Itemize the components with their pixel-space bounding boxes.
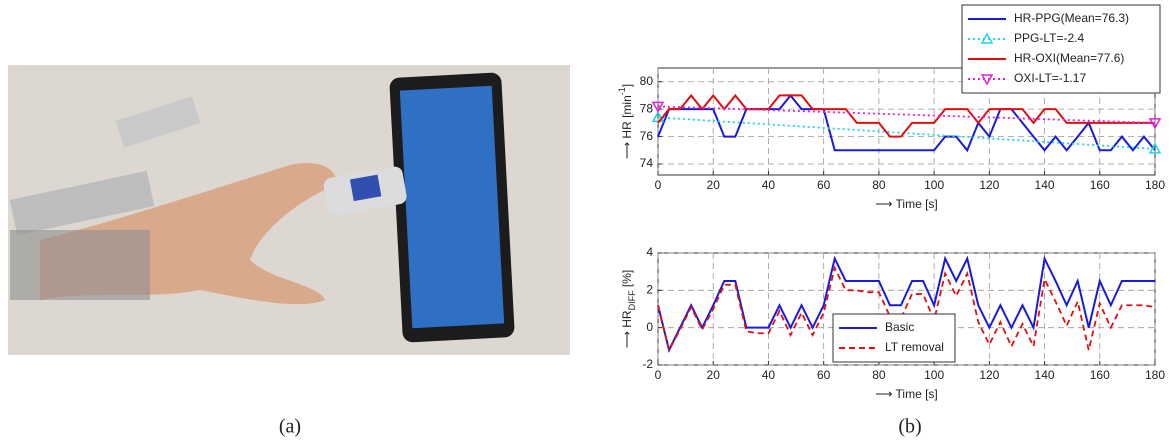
x-tick-label: 20 [707,368,721,382]
x-tick-label: 60 [817,178,831,192]
x-tick-label: 140 [1035,178,1055,192]
y-axis-label-part: ] [620,84,634,87]
y-tick-label: 2 [646,283,653,297]
x-tick-label: 80 [872,178,886,192]
x-tick-label: 160 [1090,368,1110,382]
x-tick-label: 180 [1145,178,1165,192]
legend-label: HR-PPG(Mean=76.3) [1014,11,1129,25]
x-tick-label: 160 [1090,178,1110,192]
y-axis-label: ⟶ HRDIFF [%] [620,270,637,349]
x-tick-label: 120 [979,178,999,192]
y-axis-label-part: DIFF [627,290,637,310]
figure: (a) (b) 02040608010012014016018074767880… [0,0,1169,441]
y-axis-label: ⟶ HR [min-1] [617,84,634,159]
cable [10,230,150,300]
x-tick-label: 100 [924,178,944,192]
caption: (a) [279,416,301,438]
legend-label: PPG-LT=-2.4 [1014,31,1084,45]
x-tick-label: 0 [655,368,662,382]
x-tick-label: 180 [1145,368,1165,382]
x-tick-label: 20 [707,178,721,192]
x-tick-label: 40 [762,368,776,382]
y-tick-label: 78 [640,101,654,115]
photo [8,65,570,355]
y-axis-label-part: [%] [620,270,634,291]
y-tick-label: 4 [646,245,653,259]
legend-label: HR-OXI(Mean=77.6) [1014,51,1124,65]
legend-label: Basic [885,320,914,334]
y-axis-label-part: ⟶ HR [min [620,95,634,159]
x-tick-label: 140 [1035,368,1055,382]
y-axis-label-part: -1 [617,87,627,95]
y-axis-label-part: ⟶ HR [620,310,634,348]
x-tick-label: 40 [762,178,776,192]
x-tick-label: 0 [655,178,662,192]
x-axis-label: ⟶ Time [s] [875,387,938,401]
x-tick-label: 120 [979,368,999,382]
legend-label: LT removal [885,340,944,354]
y-tick-label: 74 [640,156,654,170]
x-axis-label: ⟶ Time [s] [875,197,938,211]
y-tick-label: 0 [646,320,653,334]
y-tick-label: 80 [640,74,654,88]
x-tick-label: 80 [872,368,886,382]
caption: (b) [898,416,921,438]
y-tick-label: 76 [640,129,654,143]
x-tick-label: 100 [924,368,944,382]
legend-label: OXI-LT=-1.17 [1014,71,1086,85]
x-tick-label: 60 [817,368,831,382]
tablet-screen [400,86,504,328]
y-tick-label: -2 [642,357,653,371]
